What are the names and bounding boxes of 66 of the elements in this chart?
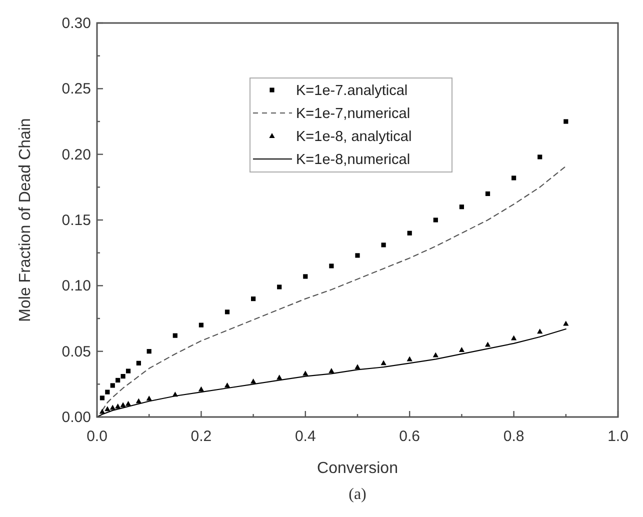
point: [224, 382, 230, 388]
point: [120, 374, 126, 379]
point: [458, 347, 464, 352]
point: [120, 402, 126, 408]
point: [537, 328, 543, 334]
point: [354, 364, 360, 370]
point: [116, 378, 120, 383]
point: [276, 374, 282, 380]
x-tick-label: 0.2: [190, 428, 212, 445]
x-tick-label: 0.0: [86, 428, 108, 445]
point: [433, 218, 438, 222]
point: [198, 386, 204, 392]
point: [110, 383, 115, 388]
point: [146, 349, 152, 354]
point: [251, 296, 256, 302]
point: [407, 230, 412, 236]
y-axis-title: Mole Fraction of Dead Chain: [17, 118, 34, 322]
point: [303, 274, 308, 279]
point: [355, 253, 360, 258]
point: [198, 322, 204, 328]
point: [381, 242, 386, 248]
x-tick-label: 1.0: [608, 428, 628, 445]
y-tick-label: 0.25: [62, 80, 91, 98]
x-axis-title: Conversion: [317, 460, 398, 477]
y-tick-label: 0.15: [62, 212, 91, 229]
point: [250, 378, 256, 384]
point: [172, 333, 178, 338]
point: [538, 154, 542, 160]
text: (a): [348, 486, 366, 503]
point: [380, 360, 386, 366]
legend-label: K=1e-7,numerical: [296, 106, 410, 122]
y-tick-label: 0.00: [62, 409, 91, 426]
point: [512, 176, 516, 180]
point: [125, 400, 132, 406]
x-tick-label: 0.8: [503, 428, 524, 445]
y-tick-label: 0.30: [62, 15, 91, 32]
point: [459, 204, 464, 210]
line-series: [96, 328, 566, 418]
point: [110, 404, 116, 410]
point: [564, 119, 568, 124]
point: [136, 360, 141, 366]
point: [224, 310, 230, 314]
point: [485, 191, 490, 196]
y-tick-label: 0.10: [62, 278, 91, 295]
point: [126, 368, 131, 374]
point: [105, 390, 110, 394]
point: [146, 396, 152, 401]
point: [484, 342, 491, 347]
x-tick-label: 0.6: [399, 428, 420, 445]
y-tick-label: 0.20: [62, 146, 91, 164]
legend-label: K=1e-7.analytical: [296, 83, 408, 99]
point: [563, 320, 569, 326]
point: [328, 368, 334, 374]
point: [329, 264, 334, 268]
point: [406, 356, 412, 362]
point: [277, 284, 282, 290]
point: [100, 396, 105, 400]
x-tick-label: 0.4: [294, 428, 316, 445]
y-tick-label: 0.05: [62, 343, 91, 360]
point: [511, 335, 517, 340]
legend-label: K=1e-8, analytical: [296, 129, 412, 145]
point: [302, 370, 308, 376]
legend-label: K=1e-8,numerical: [296, 152, 410, 168]
point: [115, 403, 121, 408]
point: [104, 406, 110, 412]
point: [432, 352, 438, 358]
